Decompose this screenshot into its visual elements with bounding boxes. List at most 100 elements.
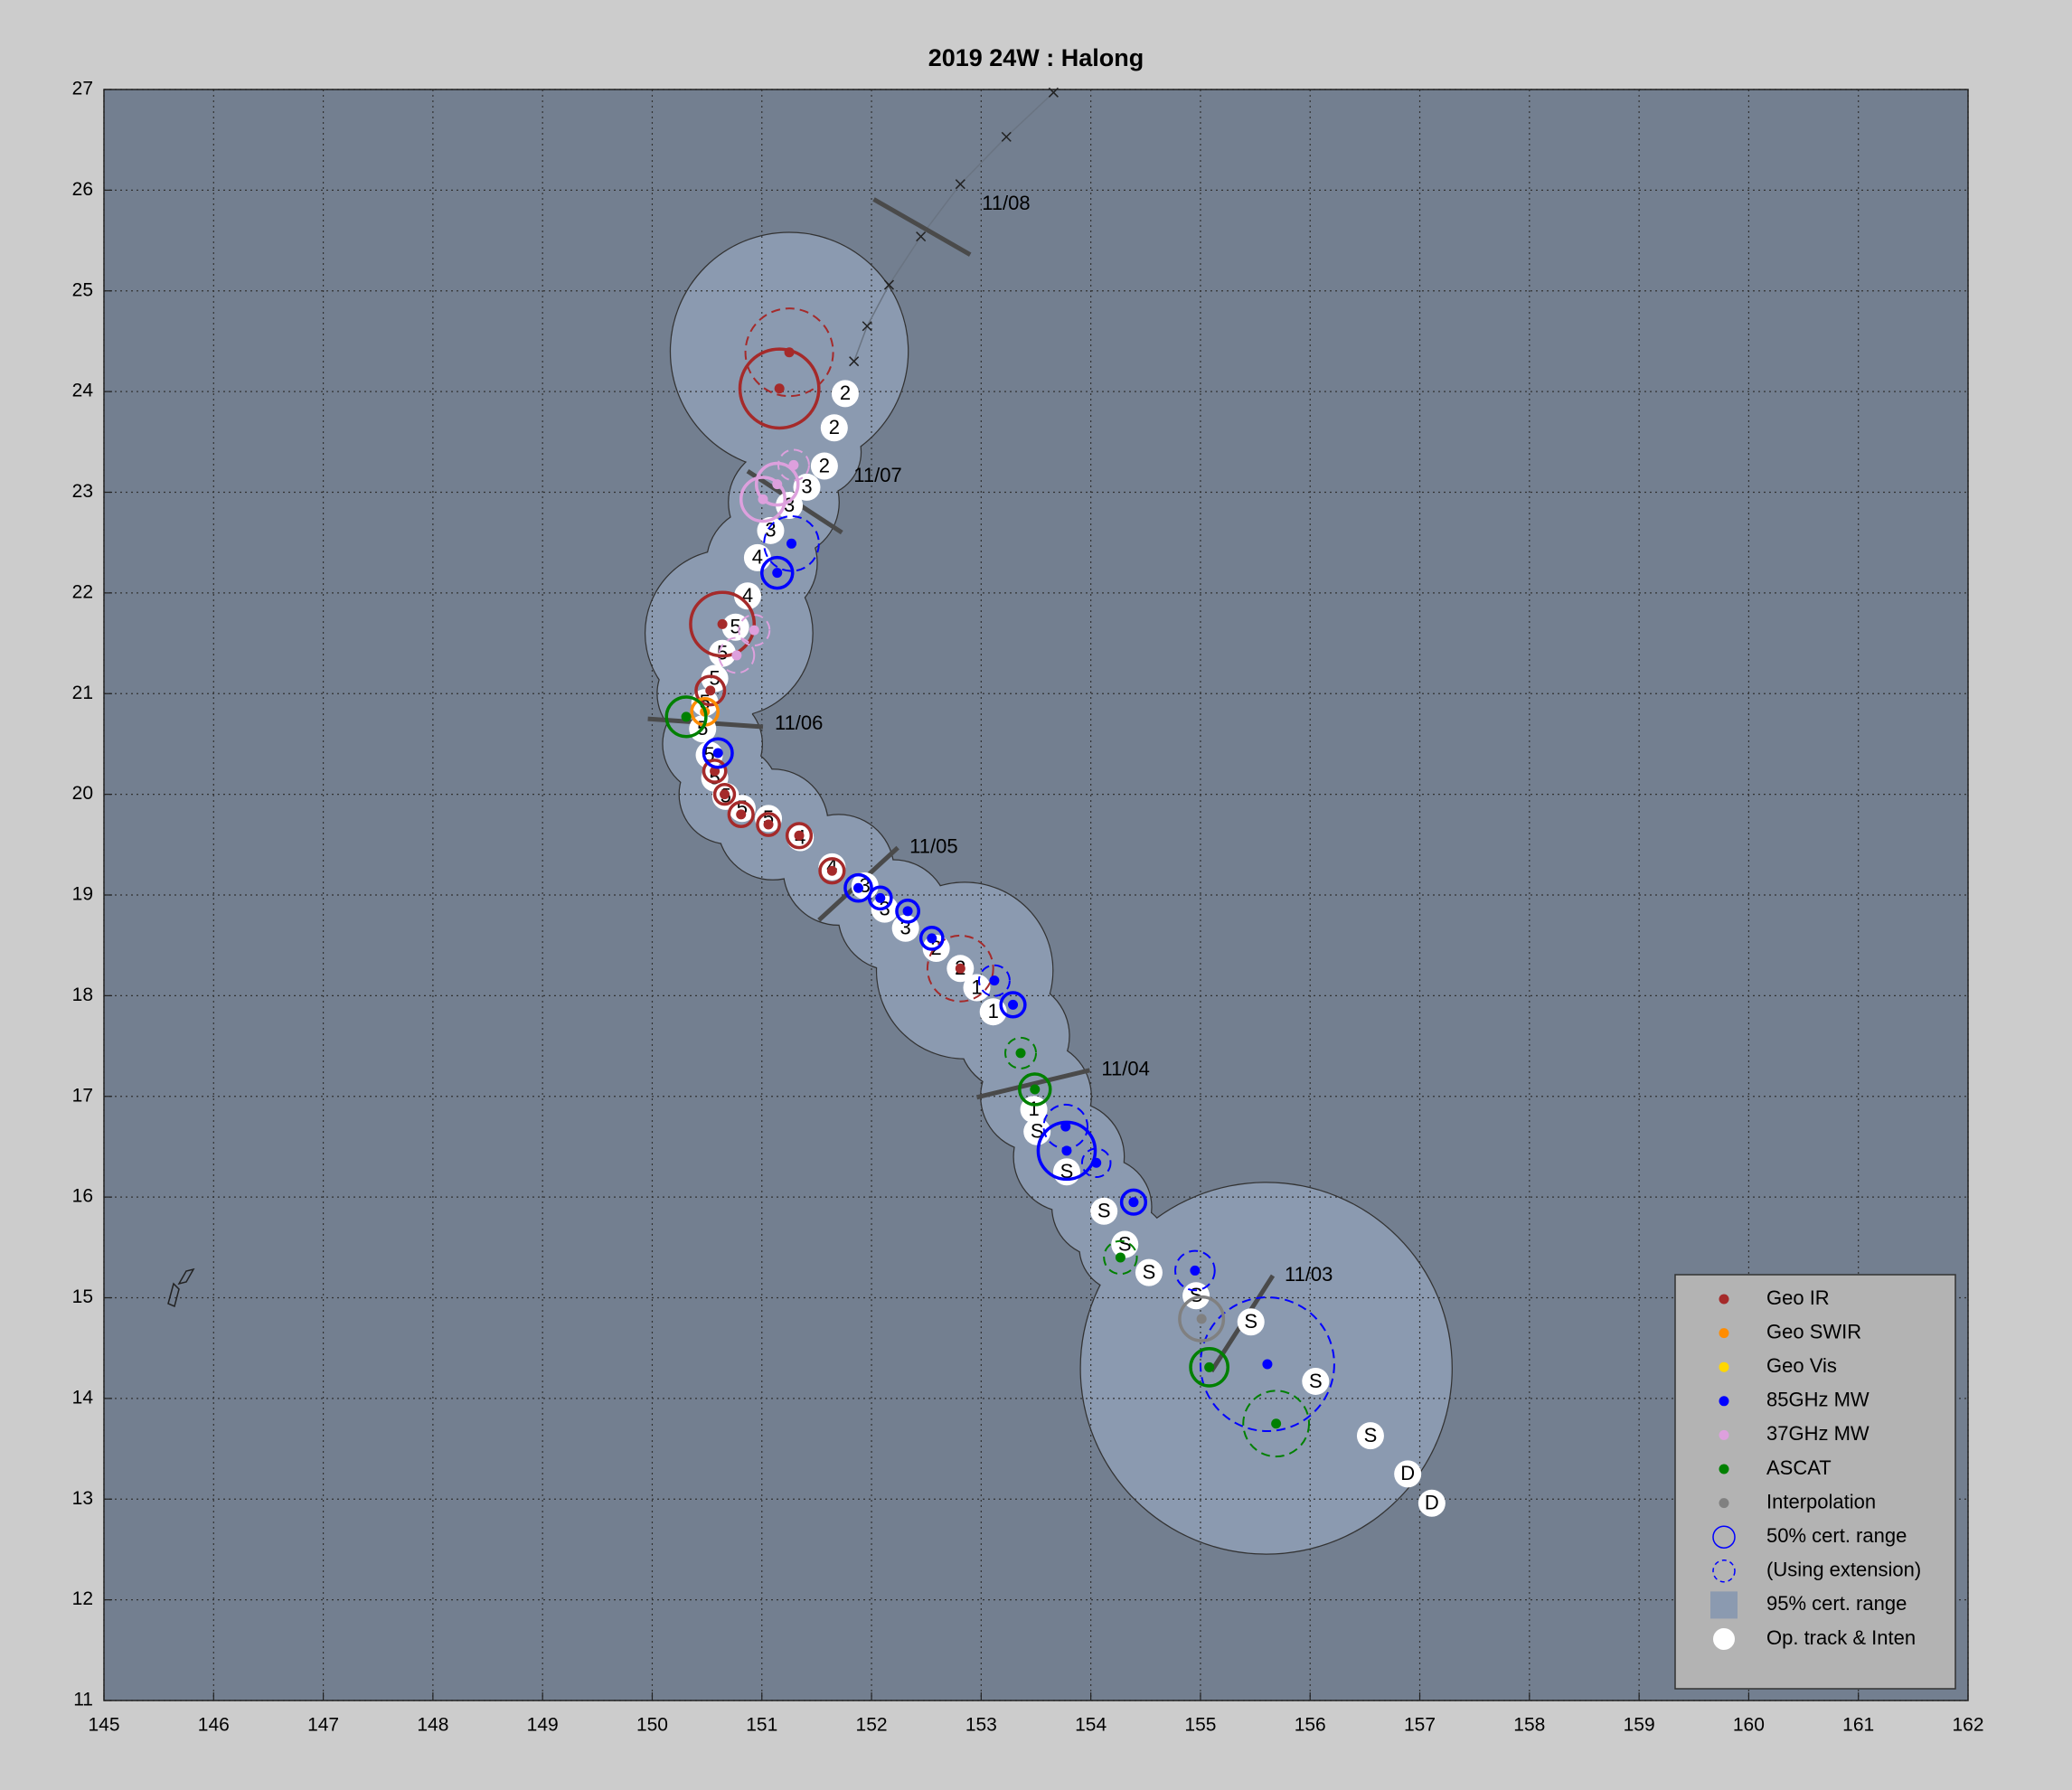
track-point xyxy=(709,639,737,667)
fix-point xyxy=(720,789,730,800)
x-tick-label: 151 xyxy=(746,1715,777,1736)
cert50-ring xyxy=(1004,1036,1037,1069)
track-point xyxy=(1111,1230,1139,1258)
fix-point xyxy=(749,625,759,636)
cert50-ring xyxy=(895,898,920,924)
x-tick-label: 146 xyxy=(198,1715,230,1736)
legend-label: 85GHz MW xyxy=(1766,1389,1870,1411)
legend-label: 37GHz MW xyxy=(1766,1422,1870,1445)
y-tick-label: 24 xyxy=(72,381,94,401)
date-label: 11/05 xyxy=(909,834,957,857)
legend-marker xyxy=(1719,1294,1729,1305)
track-point xyxy=(831,380,859,408)
x-tick-label: 155 xyxy=(1184,1715,1216,1736)
cert50-ring xyxy=(694,674,727,707)
legend-label: Geo SWIR xyxy=(1766,1320,1861,1342)
cert50-ring xyxy=(785,822,814,850)
future-position xyxy=(955,179,965,190)
x-tick-label: 161 xyxy=(1842,1715,1874,1736)
track-point xyxy=(1023,1117,1051,1145)
track-intensity: 2 xyxy=(840,382,851,404)
track-intensity: D xyxy=(1425,1492,1439,1514)
date-label: 11/04 xyxy=(1101,1058,1149,1080)
y-tick-label: 13 xyxy=(72,1488,93,1509)
cert50-ring xyxy=(1174,1249,1216,1292)
fix-point xyxy=(1060,1121,1071,1132)
date-label: 11/03 xyxy=(1285,1263,1333,1286)
legend-box xyxy=(1674,1274,1956,1690)
cert50-ring xyxy=(760,555,795,590)
y-tick-label: 20 xyxy=(72,783,93,804)
cert50-ring xyxy=(702,758,728,784)
future-position xyxy=(849,356,860,367)
track-point xyxy=(1135,1258,1163,1286)
cert50-ring xyxy=(1018,1072,1052,1107)
track-intensity: S xyxy=(1364,1424,1378,1446)
x-tick-label: 156 xyxy=(1295,1715,1326,1736)
x-tick-label: 162 xyxy=(1952,1715,1983,1736)
cert50-ring xyxy=(744,307,834,398)
cert50-ring xyxy=(843,872,873,903)
fix-point xyxy=(772,568,783,579)
fix-point xyxy=(1262,1359,1273,1370)
fix-point xyxy=(712,748,723,758)
x-tick-label: 154 xyxy=(1075,1715,1107,1736)
legend-marker xyxy=(1710,1591,1738,1619)
y-tick-label: 17 xyxy=(72,1085,93,1106)
track-point xyxy=(755,805,783,833)
legend-marker xyxy=(1719,1498,1729,1509)
legend-marker xyxy=(1712,1559,1736,1583)
x-tick-label: 160 xyxy=(1733,1715,1765,1736)
y-tick-label: 22 xyxy=(72,581,93,602)
fix-point xyxy=(794,830,805,841)
track-intensity: 2 xyxy=(829,416,840,438)
cert50-ring xyxy=(1199,1296,1335,1432)
fix-point xyxy=(1128,1197,1139,1208)
legend-marker xyxy=(1719,1429,1729,1440)
cert50-ring xyxy=(664,695,708,739)
track-intensity: S xyxy=(1309,1370,1323,1392)
legend-label: Interpolation xyxy=(1766,1490,1876,1512)
cert50-ring xyxy=(689,590,757,658)
legend-label: ASCAT xyxy=(1766,1456,1832,1479)
cert50-ring xyxy=(727,800,755,828)
y-tick-label: 25 xyxy=(72,279,93,300)
track-intensity: 2 xyxy=(819,454,830,476)
x-tick-label: 145 xyxy=(88,1715,119,1736)
y-tick-label: 16 xyxy=(72,1186,93,1207)
cert50-ring xyxy=(867,885,893,911)
track-point xyxy=(757,516,785,544)
y-tick-label: 26 xyxy=(72,179,93,200)
track-point xyxy=(963,974,991,1002)
date-label: 11/08 xyxy=(982,192,1030,214)
cert50-ring xyxy=(818,857,846,885)
fix-point xyxy=(875,892,886,903)
track-intensity: S xyxy=(1190,1284,1203,1306)
track-point xyxy=(810,452,838,480)
island xyxy=(167,1267,195,1308)
legend-marker xyxy=(1719,1464,1729,1474)
cert50-ring xyxy=(1080,1147,1112,1179)
y-tick-label: 19 xyxy=(72,884,93,905)
fix-point xyxy=(853,882,864,893)
cert50-ring xyxy=(756,812,781,837)
cert50-ring xyxy=(1189,1346,1230,1388)
fix-point xyxy=(927,933,937,944)
track-intensity: S xyxy=(1118,1232,1132,1255)
track-point xyxy=(1356,1422,1384,1450)
fix-point xyxy=(717,618,728,629)
track-intensity: D xyxy=(1400,1462,1415,1484)
future-position xyxy=(1001,131,1012,142)
fix-point xyxy=(1091,1157,1102,1168)
fix-point xyxy=(1271,1418,1282,1429)
cert50-ring xyxy=(763,514,820,572)
future-position xyxy=(916,231,927,242)
fix-point xyxy=(763,819,774,830)
y-tick-label: 11 xyxy=(73,1690,93,1710)
x-tick-label: 150 xyxy=(636,1715,668,1736)
cert50-ring xyxy=(738,347,821,430)
legend-marker xyxy=(1713,1628,1735,1650)
legend-label: 50% cert. range xyxy=(1766,1524,1907,1547)
x-tick-label: 147 xyxy=(307,1715,339,1736)
